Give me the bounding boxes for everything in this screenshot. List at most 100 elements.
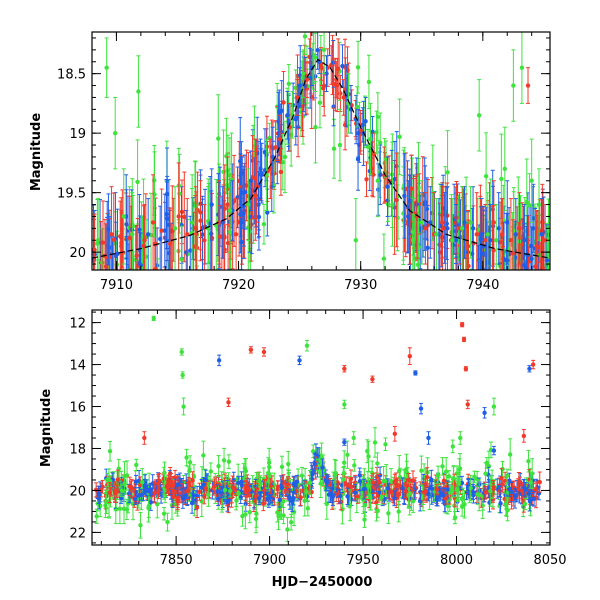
background-data-point (421, 483, 427, 501)
data-point-green (450, 198, 455, 270)
background-data-point (415, 221, 421, 270)
background-data-point (94, 508, 99, 524)
background-data-point (364, 161, 369, 198)
background-data-point (134, 225, 139, 270)
background-data-point (417, 491, 423, 512)
bottom-panel-full-lightcurve: 7850 7900 7950 8000 8050 12 14 16 18 20 22 (69, 309, 567, 568)
outlier-point-green (351, 431, 356, 445)
data-point-red (216, 180, 222, 265)
background-data-point (361, 478, 367, 500)
background-data-point (507, 482, 512, 497)
data-point-red (142, 204, 147, 270)
data-point-green (227, 168, 233, 253)
outlier-point-blue (482, 407, 487, 419)
x-tick-label: 7910 (100, 278, 133, 293)
data-point-blue (462, 186, 467, 259)
background-data-point (95, 259, 100, 270)
background-data-point (124, 460, 130, 491)
background-data-point (95, 199, 100, 270)
data-point-blue (513, 198, 519, 270)
data-point-red (440, 186, 445, 259)
background-data-point (425, 205, 430, 270)
x-tick-label: 8050 (533, 553, 566, 568)
y-tick-label: 22 (69, 526, 86, 541)
background-data-point (404, 478, 409, 493)
data-point-red (225, 156, 230, 253)
background-data-point (206, 482, 211, 507)
background-data-point (310, 0, 314, 9)
data-point-green (494, 204, 499, 270)
data-point-green (459, 186, 465, 270)
data-point-green (282, 120, 288, 194)
background-data-point (99, 482, 104, 498)
background-data-point (326, 486, 332, 503)
data-point-red (491, 180, 497, 265)
outlier-point-red (407, 347, 412, 366)
outlier-point-blue (491, 445, 497, 456)
background-data-point (244, 480, 249, 495)
background-data-point (242, 458, 248, 478)
background-data-point (419, 455, 424, 486)
outlier-point-red (521, 429, 527, 443)
background-data-point (476, 479, 482, 512)
background-data-point (488, 475, 493, 507)
background-data-point (483, 462, 488, 486)
outlier-point-red (142, 431, 147, 445)
background-data-point (527, 173, 532, 238)
data-point-blue (220, 186, 225, 259)
data-point-green (246, 168, 251, 241)
background-data-point (526, 449, 531, 473)
data-point-blue (539, 198, 544, 270)
data-point-green (434, 198, 439, 270)
data-point-red (474, 192, 479, 270)
background-data-point (392, 140, 398, 218)
outlier-point-red (461, 336, 467, 342)
data-point-blue (209, 168, 214, 241)
outlier-point-green (151, 315, 156, 321)
data-point-green (502, 126, 508, 211)
background-data-point (279, 480, 285, 496)
outlier-point-green (179, 348, 184, 356)
data-point-blue (363, 96, 368, 146)
y-tick-label: 18 (69, 442, 86, 457)
background-data-point (268, 478, 273, 495)
background-data-point (410, 470, 416, 491)
background-data-point (182, 171, 187, 263)
outlier-point-green (491, 397, 497, 416)
data-point-green (529, 138, 534, 223)
background-data-point (152, 482, 157, 504)
background-data-point (357, 471, 363, 491)
y-tick-label: 20 (69, 484, 86, 499)
outlier-point-blue (297, 355, 302, 366)
data-point-red (254, 150, 260, 223)
background-data-point (156, 481, 161, 500)
background-data-point (266, 457, 271, 489)
background-data-point (299, 466, 305, 485)
background-data-point (429, 176, 435, 250)
background-data-point (366, 440, 371, 472)
data-point-green (476, 79, 482, 152)
background-data-point (160, 298, 164, 358)
data-point-blue (258, 138, 263, 200)
background-data-point (368, 484, 373, 511)
data-point-green (353, 198, 359, 270)
data-point-red (202, 204, 207, 270)
data-point-red (517, 192, 522, 265)
background-data-point (202, 188, 208, 265)
background-data-point (375, 452, 380, 475)
background-data-point (346, 477, 352, 496)
background-data-point (114, 485, 120, 498)
background-data-point (139, 488, 144, 501)
background-data-point (305, 500, 311, 517)
background-data-point (221, 447, 227, 473)
background-data-point (171, 486, 176, 507)
data-point-red (525, 67, 531, 104)
background-data-point (374, 110, 379, 154)
data-point-red (500, 198, 505, 270)
background-data-point (381, 233, 387, 270)
background-data-point (507, 438, 513, 471)
x-tick-label: 7900 (253, 553, 286, 568)
background-data-point (394, 152, 399, 248)
data-point-green (337, 108, 343, 182)
background-data-point (168, 472, 174, 491)
